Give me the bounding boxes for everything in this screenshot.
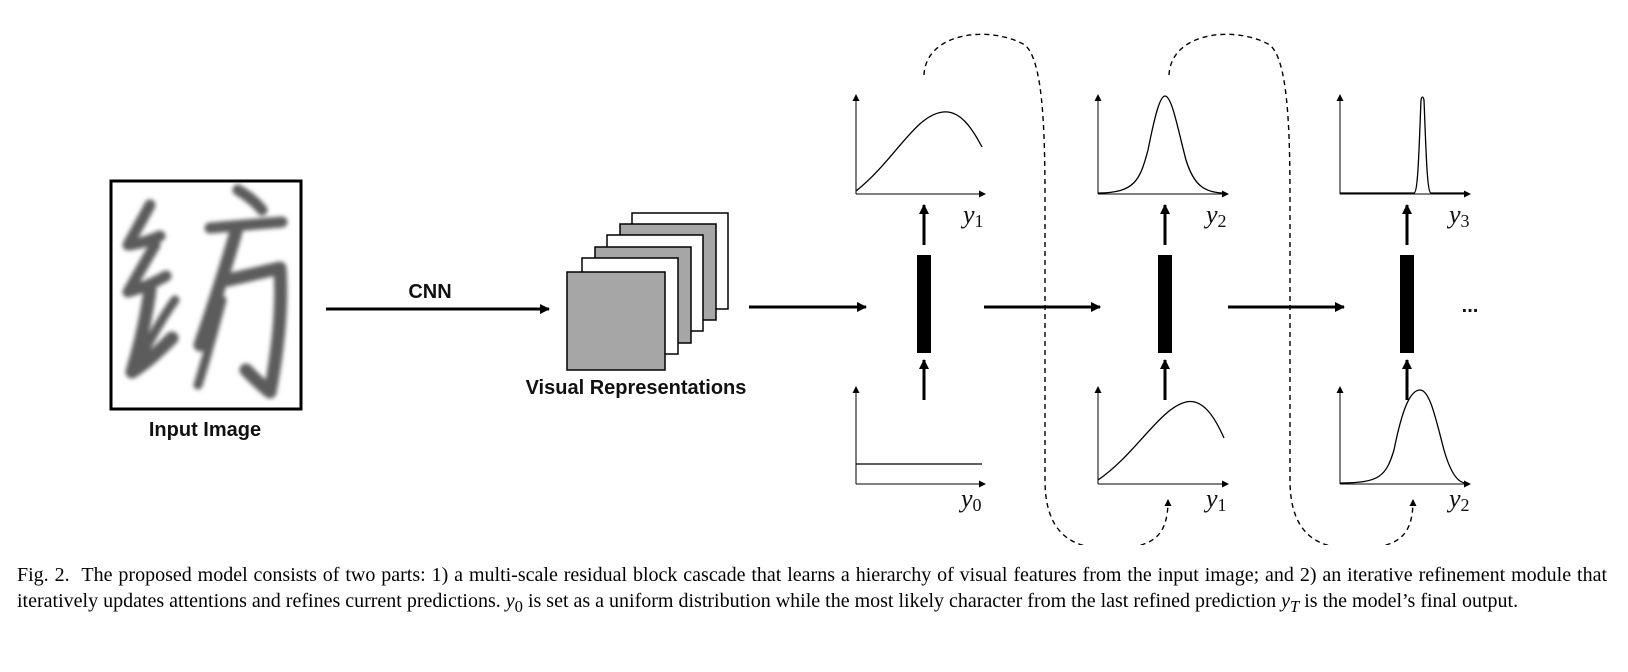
figure-caption: Fig. 2. The proposed model consists of t… — [17, 562, 1607, 620]
distribution-plot-y0: y0 — [852, 386, 986, 515]
y0-subscript: 0 — [514, 597, 523, 616]
handwritten-character-image — [122, 184, 288, 399]
y0-symbol: y — [505, 590, 515, 612]
visual-representations-stack — [566, 212, 729, 371]
y0-label: y0 — [958, 484, 982, 515]
caption-part-2: is set as a uniform distribution while t… — [527, 590, 1277, 612]
y1-bottom-label: y1 — [1203, 484, 1227, 515]
distribution-plot-y3: y3 — [1336, 94, 1471, 231]
feedback-loop-2 — [1168, 33, 1417, 545]
distribution-plot-y1-bottom: y1 — [1094, 386, 1229, 515]
input-image: Input Image — [109, 179, 303, 441]
cnn-label: CNN — [408, 281, 451, 303]
input-image-label: Input Image — [149, 419, 261, 441]
refinement-block — [917, 255, 931, 353]
yT-subscript: T — [1289, 597, 1300, 616]
feedback-loop-1 — [923, 33, 1172, 545]
refinement-block — [1158, 255, 1172, 353]
distribution-plot-y2: y2 — [1094, 94, 1229, 231]
caption-part-3: is the model’s final output. — [1304, 590, 1519, 612]
distribution-plot-y1: y1 — [852, 94, 986, 231]
distribution-plot-y2-bottom: y2 — [1336, 386, 1471, 515]
refinement-block — [1400, 255, 1414, 353]
caption-part-1: The proposed model consists of two parts… — [17, 564, 1608, 612]
cnn-arrow: CNN — [326, 281, 550, 314]
figure-label: Fig. 2. — [17, 564, 70, 586]
ellipsis: ... — [1462, 295, 1479, 317]
refinement-stage-3: y3 y2 — [1336, 94, 1471, 515]
model-diagram: Input Image CNN Visual Representations y… — [109, 33, 1479, 545]
refinement-stage-1: y1 y0 — [852, 94, 986, 515]
y3-label: y3 — [1446, 200, 1470, 231]
y1-label: y1 — [960, 200, 984, 231]
feature-map — [566, 271, 666, 371]
refinement-stage-2: y2 y1 — [1094, 94, 1229, 515]
visual-representations-label: Visual Representations — [526, 377, 747, 399]
y2-label: y2 — [1203, 200, 1227, 231]
yT-symbol: y — [1281, 590, 1290, 612]
y2-bottom-label: y2 — [1446, 484, 1470, 515]
